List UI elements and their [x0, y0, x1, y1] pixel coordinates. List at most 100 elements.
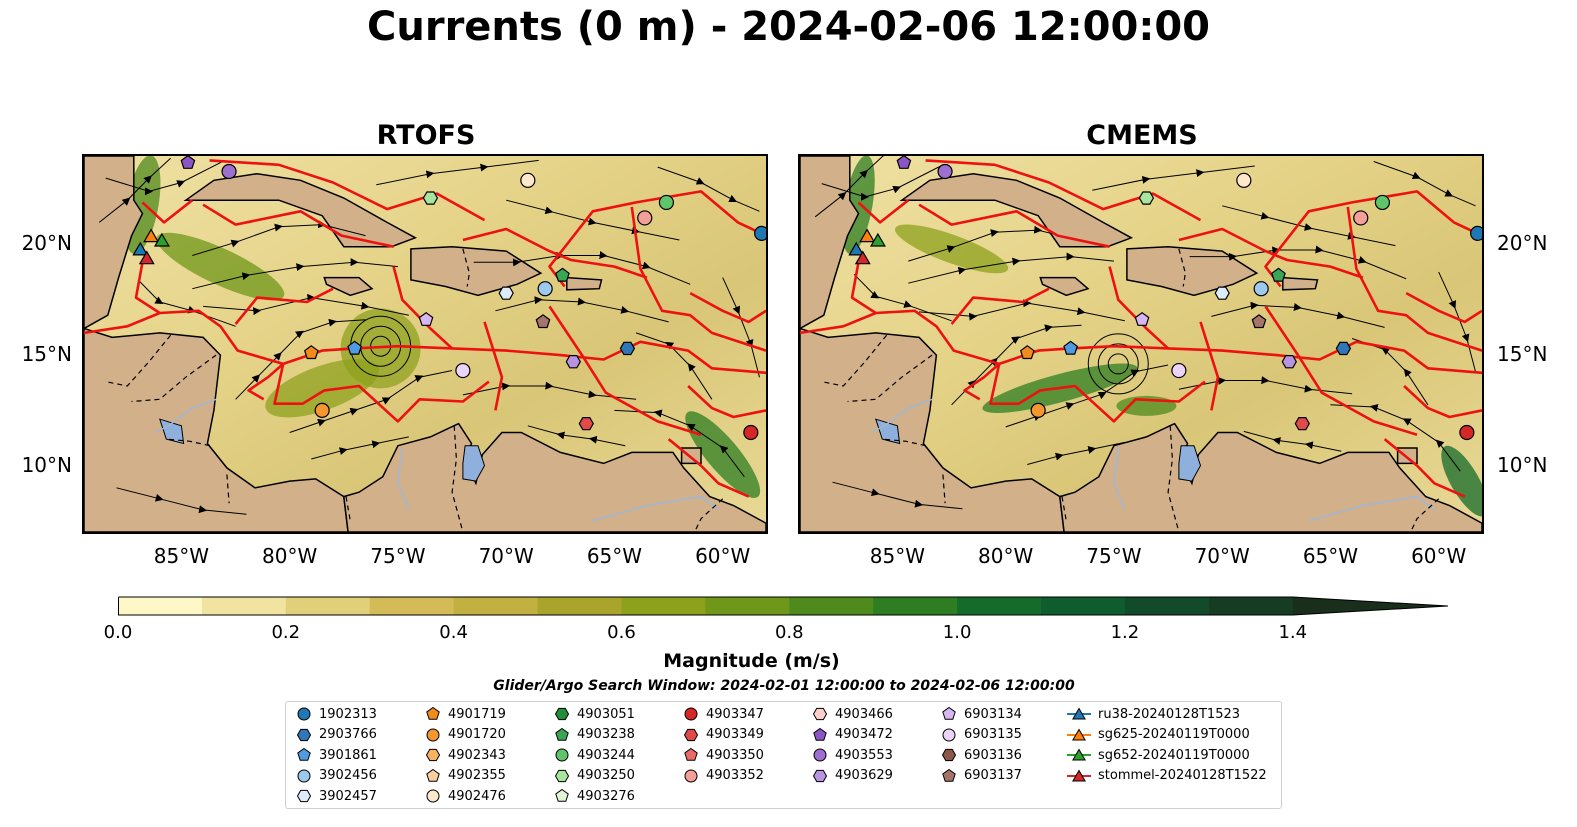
float-4903472-marker[interactable]	[180, 156, 196, 169]
float-6903134-marker[interactable]	[1134, 311, 1150, 326]
float-3901861-marker[interactable]	[347, 340, 363, 355]
float-3902457-marker[interactable]	[498, 286, 514, 300]
streamline	[1211, 301, 1385, 328]
float-4901720-marker[interactable]	[314, 402, 330, 418]
streamline	[919, 299, 1125, 322]
panel-title-cmems: CMEMS	[1086, 120, 1198, 151]
float-4903347-marker[interactable]	[1459, 424, 1475, 441]
legend-label: stommel-20240128T1522	[1098, 768, 1267, 784]
pentagon-marker-icon	[813, 727, 827, 741]
pentagon-marker-icon	[426, 706, 440, 720]
float-6903135-marker[interactable]	[1171, 362, 1187, 379]
float-3902456-marker[interactable]	[537, 281, 553, 297]
eez-boundary	[462, 227, 648, 279]
float-4903352-marker[interactable]	[1353, 210, 1369, 226]
glider-ru38-20240128T1523-marker[interactable]	[848, 241, 865, 256]
colorbar	[118, 593, 1458, 623]
eez-boundary	[1108, 266, 1169, 350]
float-4903553-marker[interactable]	[221, 163, 237, 180]
legend-label: 3901861	[319, 747, 377, 763]
lon-tick-label: 80°W	[978, 544, 1034, 568]
colorbar-tick-label: 1.2	[1110, 622, 1140, 643]
glider-ru38-20240128T1523-marker[interactable]	[132, 241, 149, 256]
float-4903238-marker[interactable]	[1271, 267, 1286, 282]
hexagon-marker-icon	[683, 728, 699, 741]
eez-boundary	[1178, 227, 1364, 279]
float-4903238-marker[interactable]	[555, 267, 570, 282]
glider-stommel-20240128T1522-marker[interactable]	[138, 250, 155, 265]
float-3901861-marker[interactable]	[1063, 340, 1079, 355]
float-2903766-marker[interactable]	[1335, 341, 1352, 356]
float-6903135-marker[interactable]	[455, 362, 471, 379]
legend-label: 6903137	[964, 768, 1022, 784]
float-4902476-marker[interactable]	[1236, 172, 1252, 188]
legend-item: 4903629	[811, 766, 893, 786]
glider-sg652-20240119T0000-marker[interactable]	[869, 232, 886, 247]
eez-boundary	[483, 321, 504, 411]
river-line	[155, 398, 217, 434]
float-4903347-marker[interactable]	[743, 424, 759, 441]
float-4903553-marker[interactable]	[937, 163, 953, 180]
float-6903137-marker[interactable]	[1251, 314, 1267, 329]
streamline	[1438, 271, 1476, 372]
eez-boundary	[687, 385, 766, 419]
legend-label: 4903238	[577, 727, 635, 743]
float-4903349-marker[interactable]	[1294, 417, 1310, 431]
legend-item: 4903244	[553, 745, 635, 765]
float-4901719-marker[interactable]	[303, 345, 319, 360]
river-line	[1308, 495, 1435, 522]
lat-tick-label-left: 20°N	[21, 231, 72, 256]
colorbar-segment	[957, 597, 1042, 615]
float-4903472-marker[interactable]	[896, 156, 912, 169]
float-4902476-marker[interactable]	[520, 172, 536, 188]
eddy-streamline	[1087, 333, 1149, 395]
colorbar-segment	[1124, 597, 1210, 615]
puerto-rico-land	[566, 276, 603, 291]
lake-nicaragua	[159, 418, 185, 445]
glider-sg652-20240119T0000-marker[interactable]	[153, 232, 170, 247]
circle-marker-icon	[297, 769, 311, 783]
float-4903244-marker[interactable]	[1374, 194, 1391, 211]
colorbar-tick-label: 1.4	[1278, 622, 1308, 643]
map-panel-rtofs[interactable]	[82, 154, 768, 534]
map-panel-cmems[interactable]	[798, 154, 1484, 534]
float-4903244-marker[interactable]	[658, 194, 675, 211]
eez-boundary	[84, 309, 284, 366]
float-6903134-marker[interactable]	[418, 311, 434, 326]
float-4903352-marker[interactable]	[637, 210, 653, 226]
float-4903250-marker[interactable]	[422, 191, 439, 205]
float-4901720-marker[interactable]	[1030, 402, 1046, 418]
float-6903137-marker[interactable]	[535, 314, 551, 329]
lon-tick-label: 60°W	[695, 544, 751, 568]
legend-label: 2903766	[319, 727, 377, 743]
float-4903349-marker[interactable]	[578, 417, 594, 431]
float-2903766-marker[interactable]	[619, 341, 636, 356]
float-1902313-marker[interactable]	[1470, 225, 1482, 242]
country-border	[694, 498, 724, 532]
trinidad-land	[680, 447, 702, 465]
float-4903250-marker[interactable]	[1138, 191, 1155, 205]
hexagon-marker-icon	[812, 769, 828, 782]
triangle-marker-icon	[1067, 769, 1091, 782]
glider-sg625-20240119T0000-marker[interactable]	[143, 228, 160, 243]
legend-label: 6903135	[964, 727, 1022, 743]
glider-stommel-20240128T1522-marker[interactable]	[854, 250, 871, 265]
streamline	[832, 481, 963, 510]
jamaica-land	[1039, 276, 1090, 297]
float-4903629-marker[interactable]	[1281, 355, 1297, 369]
float-4901719-marker[interactable]	[1019, 345, 1035, 360]
colorbar-ramp	[118, 596, 1449, 616]
float-1902313-marker[interactable]	[754, 225, 766, 242]
eez-boundary	[950, 287, 1050, 325]
colorbar-tick-label: 1.0	[942, 622, 972, 643]
legend-label: 4903352	[706, 768, 764, 784]
float-3902456-marker[interactable]	[1253, 281, 1269, 297]
float-4903629-marker[interactable]	[565, 355, 581, 369]
glider-sg625-20240119T0000-marker[interactable]	[859, 228, 876, 243]
river-line	[1113, 447, 1126, 511]
float-3902457-marker[interactable]	[1214, 286, 1230, 300]
legend-label: 4902355	[448, 768, 506, 784]
eez-boundary	[689, 291, 766, 324]
legend-item: sg652-20240119T0000	[1066, 745, 1250, 765]
country-border	[166, 438, 210, 447]
